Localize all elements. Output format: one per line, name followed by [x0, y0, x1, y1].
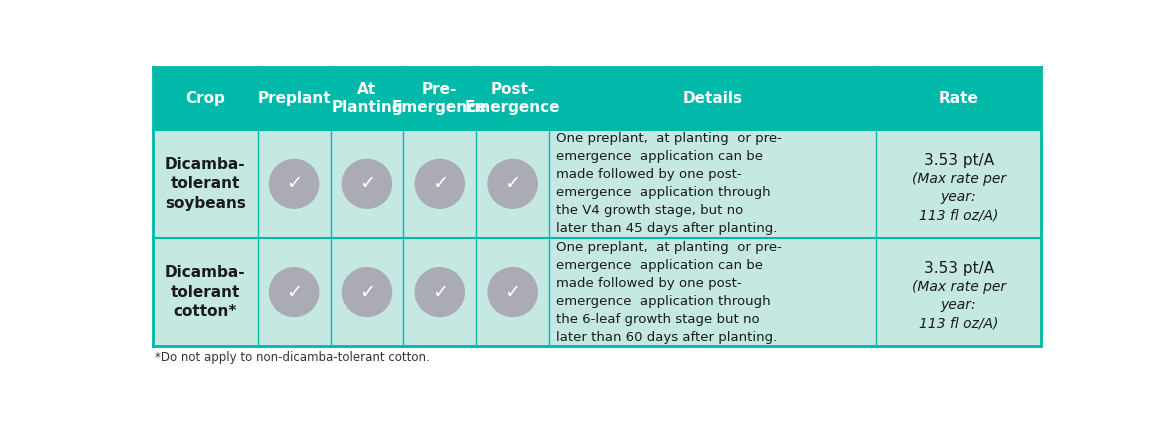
Ellipse shape [269, 267, 319, 317]
Text: ✓: ✓ [359, 283, 375, 302]
Text: Rate: Rate [939, 91, 979, 106]
Ellipse shape [341, 267, 393, 317]
Text: ✓: ✓ [504, 283, 521, 302]
Text: ✓: ✓ [431, 175, 449, 193]
Text: Crop: Crop [185, 91, 225, 106]
Ellipse shape [415, 267, 465, 317]
Text: 3.53 pt/A: 3.53 pt/A [924, 261, 994, 276]
Text: Post-
Emergence: Post- Emergence [465, 82, 560, 115]
Ellipse shape [487, 267, 538, 317]
Text: One preplant,  at planting  or pre-
emergence  application can be
made followed : One preplant, at planting or pre- emerge… [557, 241, 782, 343]
Text: ✓: ✓ [431, 283, 449, 302]
Bar [153, 67, 1042, 130]
Text: Dicamba-
tolerant
cotton*: Dicamba- tolerant cotton* [165, 265, 246, 319]
Text: 3.53 pt/A: 3.53 pt/A [924, 153, 994, 168]
Text: (Max rate per
year:
113 fl oz/A): (Max rate per year: 113 fl oz/A) [911, 172, 1005, 222]
Text: ✓: ✓ [285, 175, 302, 193]
Text: (Max rate per
year:
113 fl oz/A): (Max rate per year: 113 fl oz/A) [911, 280, 1005, 331]
Text: Preplant: Preplant [257, 91, 331, 106]
Text: Pre-
Emergence: Pre- Emergence [393, 82, 488, 115]
Text: ✓: ✓ [285, 283, 302, 302]
Ellipse shape [269, 159, 319, 209]
Text: ✓: ✓ [504, 175, 521, 193]
Text: Dicamba-
tolerant
soybeans: Dicamba- tolerant soybeans [164, 156, 246, 211]
Text: One preplant,  at planting  or pre-
emergence  application can be
made followed : One preplant, at planting or pre- emerge… [557, 132, 782, 235]
Ellipse shape [487, 159, 538, 209]
Text: At
Planting: At Planting [331, 82, 403, 115]
Bar [153, 238, 1042, 346]
Bar [153, 130, 1042, 238]
Text: *Do not apply to non-dicamba-tolerant cotton.: *Do not apply to non-dicamba-tolerant co… [155, 351, 430, 364]
Text: ✓: ✓ [359, 175, 375, 193]
Ellipse shape [415, 159, 465, 209]
Text: Details: Details [683, 91, 742, 106]
Ellipse shape [341, 159, 393, 209]
